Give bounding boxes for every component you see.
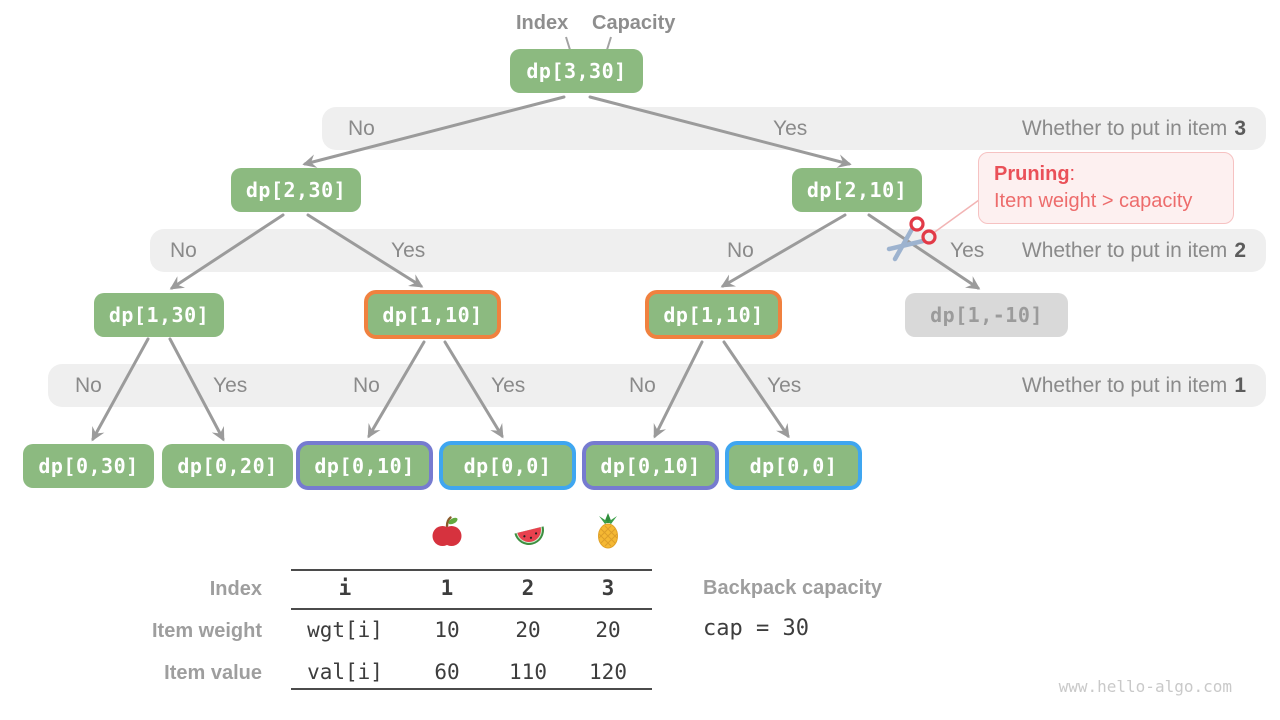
band1-item-number: 1 (1234, 374, 1246, 397)
band1-question: Whether to put in item 1 (1022, 364, 1246, 407)
pruning-colon: : (1069, 163, 1076, 185)
band1-no-3-label: No (629, 374, 656, 397)
band2-no-left-label: No (170, 239, 197, 262)
band1-question-text: Whether to put in item (1021, 374, 1228, 397)
node-dp-0-20: dp[0,20] (162, 444, 293, 488)
band2-question-text: Whether to put in item (1021, 239, 1228, 262)
cell-value-1: 60 (434, 660, 460, 684)
capacity-label: Capacity (592, 12, 676, 34)
cell-index-2: 2 (521, 576, 535, 600)
cell-weight-1: 10 (434, 618, 460, 642)
band3-no-label: No (348, 117, 375, 140)
backpack-capacity-label: Backpack capacity (703, 577, 883, 599)
cell-weight-3: 20 (595, 618, 621, 642)
band1-yes-2-label: Yes (491, 374, 526, 397)
band1-no-1-label: No (75, 374, 102, 397)
pineapple-icon (593, 512, 623, 555)
band3-question: Whether to put in item 3 (1022, 107, 1246, 150)
band2-no-right-label: No (727, 239, 754, 262)
watermark: www.hello-algo.com (1058, 677, 1232, 696)
band2-yes-left-label: Yes (391, 239, 426, 262)
cell-value-code: val[i] (307, 660, 383, 684)
cell-weight-code: wgt[i] (307, 618, 383, 642)
band1-yes-3-label: Yes (767, 374, 802, 397)
row-label-item-weight: Item weight (151, 620, 262, 642)
node-dp-2-30: dp[2,30] (231, 168, 361, 212)
index-label: Index (516, 12, 569, 34)
table-rule-top (291, 569, 652, 571)
row-label-index: Index (209, 578, 262, 600)
node-dp-0-30: dp[0,30] (23, 444, 154, 488)
node-dp-0-0-right: dp[0,0] (725, 441, 862, 490)
table-rule-bottom (291, 688, 652, 690)
cell-index-code: i (338, 576, 352, 600)
node-dp-1-10-right: dp[1,10] (645, 290, 782, 339)
cell-value-2: 110 (509, 660, 547, 684)
row-label-item-value: Item value (164, 662, 262, 684)
apple-icon (431, 514, 463, 555)
pruning-body: Item weight > capacity (994, 190, 1193, 212)
cell-index-3: 3 (601, 576, 615, 600)
decision-band-item-2: No Yes No Yes Whether to put in item 2 (150, 229, 1266, 272)
pruning-title-line: Pruning: (994, 161, 1218, 188)
cell-index-1: 1 (440, 576, 454, 600)
node-dp-2-10: dp[2,10] (792, 168, 922, 212)
cell-value-3: 120 (589, 660, 627, 684)
band2-item-number: 2 (1234, 239, 1246, 262)
band2-question: Whether to put in item 2 (1022, 229, 1246, 272)
cell-weight-2: 20 (515, 618, 541, 642)
node-dp-1-neg10: dp[1,-10] (905, 293, 1068, 337)
table-rule-middle (291, 608, 652, 610)
decision-band-item-3: No Yes Whether to put in item 3 (322, 107, 1266, 150)
watermelon-icon (511, 517, 547, 554)
band3-question-text: Whether to put in item (1021, 117, 1228, 140)
node-dp-0-10-right: dp[0,10] (582, 441, 719, 490)
node-dp-0-10-left: dp[0,10] (296, 441, 433, 490)
decision-band-item-1: No Yes No Yes No Yes Whether to put in i… (48, 364, 1266, 407)
band1-no-2-label: No (353, 374, 380, 397)
node-dp-3-30: dp[3,30] (510, 49, 643, 93)
node-dp-1-10-left: dp[1,10] (364, 290, 501, 339)
backpack-capacity-code: cap = 30 (703, 616, 809, 641)
band2-yes-right-label: Yes (950, 239, 985, 262)
band3-yes-label: Yes (773, 117, 808, 140)
node-dp-1-30: dp[1,30] (94, 293, 224, 337)
pruning-callout: Pruning: Item weight > capacity (978, 152, 1234, 224)
band1-yes-1-label: Yes (213, 374, 248, 397)
band3-item-number: 3 (1234, 117, 1246, 140)
pruning-title: Pruning (994, 163, 1070, 185)
node-dp-0-0-left: dp[0,0] (439, 441, 576, 490)
scissors-icon (886, 216, 937, 262)
